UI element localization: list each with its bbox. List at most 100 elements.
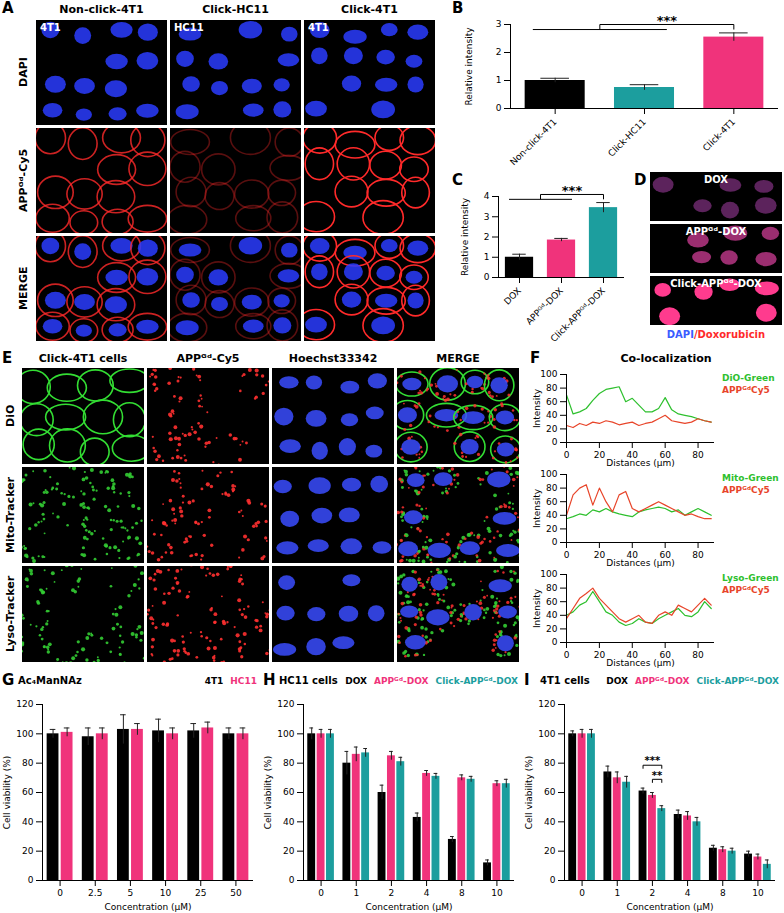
svg-text:100: 100 <box>540 569 557 579</box>
svg-text:5: 5 <box>128 888 134 898</box>
svg-text:100: 100 <box>540 369 557 379</box>
svg-text:40: 40 <box>546 610 558 620</box>
svg-text:0: 0 <box>564 450 570 460</box>
svg-text:80: 80 <box>283 758 295 768</box>
svg-text:25: 25 <box>195 888 206 898</box>
svg-text:0: 0 <box>57 888 63 898</box>
html-text:G Ac₄ManNAz: G Ac₄ManNAz <box>2 671 82 689</box>
svg-text:0: 0 <box>550 875 556 885</box>
svg-text:Relative intensity: Relative intensity <box>460 197 470 276</box>
svg-text:10: 10 <box>160 888 172 898</box>
svg-text:40: 40 <box>544 817 556 827</box>
svg-text:Click-HC11: Click-HC11 <box>606 117 648 159</box>
svg-text:100: 100 <box>16 729 33 739</box>
svg-text:20: 20 <box>546 524 558 534</box>
svg-text:4: 4 <box>424 888 430 898</box>
svg-text:40: 40 <box>546 410 558 420</box>
svg-text:20: 20 <box>546 624 558 634</box>
svg-text:4: 4 <box>685 888 691 898</box>
svg-text:***: *** <box>657 13 678 28</box>
svg-text:0: 0 <box>28 875 34 885</box>
svg-text:1: 1 <box>353 888 359 898</box>
svg-text:40: 40 <box>283 817 295 827</box>
svg-text:0: 0 <box>564 550 570 560</box>
svg-text:1: 1 <box>484 252 490 262</box>
svg-text:20: 20 <box>594 450 606 460</box>
svg-text:80: 80 <box>692 550 704 560</box>
svg-text:10: 10 <box>491 888 503 898</box>
svg-text:80: 80 <box>22 758 34 768</box>
svg-text:Click-4T1: Click-4T1 <box>701 117 738 154</box>
svg-text:60: 60 <box>546 597 558 607</box>
svg-text:20: 20 <box>594 550 606 560</box>
svg-text:Cell viability (%): Cell viability (%) <box>263 756 273 830</box>
svg-text:2: 2 <box>650 888 656 898</box>
svg-text:Intensity: Intensity <box>532 488 542 528</box>
svg-text:2: 2 <box>496 47 502 57</box>
svg-text:100: 100 <box>538 729 555 739</box>
svg-text:100: 100 <box>540 469 557 479</box>
svg-text:2.5: 2.5 <box>88 888 102 898</box>
svg-text:3: 3 <box>496 19 502 29</box>
svg-text:Intensity: Intensity <box>532 388 542 428</box>
svg-text:120: 120 <box>277 699 294 709</box>
svg-text:80: 80 <box>546 583 558 593</box>
svg-text:Cell viability (%): Cell viability (%) <box>2 756 12 830</box>
svg-text:100: 100 <box>277 729 294 739</box>
svg-text:80: 80 <box>692 650 704 660</box>
svg-text:40: 40 <box>546 510 558 520</box>
svg-text:8: 8 <box>459 888 465 898</box>
svg-text:60: 60 <box>546 397 558 407</box>
svg-text:Cell viability (%): Cell viability (%) <box>524 756 534 830</box>
svg-text:Distances (μm): Distances (μm) <box>606 558 674 568</box>
svg-text:8: 8 <box>720 888 726 898</box>
svg-text:3: 3 <box>484 212 490 222</box>
svg-text:20: 20 <box>544 846 556 856</box>
svg-text:80: 80 <box>544 758 556 768</box>
svg-text:20: 20 <box>283 846 295 856</box>
svg-text:Concentration (μM): Concentration (μM) <box>365 902 452 912</box>
svg-text:Concentration (μM): Concentration (μM) <box>626 902 713 912</box>
svg-text:0: 0 <box>564 650 570 660</box>
svg-text:0: 0 <box>484 272 490 282</box>
svg-text:60: 60 <box>546 497 558 507</box>
svg-text:50: 50 <box>230 888 242 898</box>
svg-text:Distances (μm): Distances (μm) <box>606 458 674 468</box>
svg-text:120: 120 <box>538 699 555 709</box>
svg-text:10: 10 <box>752 888 764 898</box>
svg-text:Intensity: Intensity <box>532 588 542 628</box>
svg-text:80: 80 <box>692 450 704 460</box>
svg-text:0: 0 <box>579 888 585 898</box>
svg-text:0: 0 <box>552 637 558 647</box>
svg-text:4: 4 <box>484 191 490 201</box>
svg-text:1: 1 <box>496 75 502 85</box>
svg-text:Concentration (μM): Concentration (μM) <box>104 902 191 912</box>
svg-text:0: 0 <box>289 875 295 885</box>
svg-text:Non-click-4T1: Non-click-4T1 <box>508 117 559 168</box>
svg-text:Distances (μm): Distances (μm) <box>606 658 674 668</box>
svg-text:0: 0 <box>318 888 324 898</box>
svg-text:80: 80 <box>546 383 558 393</box>
svg-text:20: 20 <box>546 424 558 434</box>
svg-text:0: 0 <box>552 437 558 447</box>
svg-text:60: 60 <box>283 787 295 797</box>
svg-text:***: *** <box>562 183 583 198</box>
svg-text:0: 0 <box>496 103 502 113</box>
svg-text:**: ** <box>652 770 663 781</box>
svg-text:DOX: DOX <box>502 286 523 307</box>
svg-text:0: 0 <box>552 537 558 547</box>
svg-text:Click-APPᴳᵈ-DOX: Click-APPᴳᵈ-DOX <box>549 286 607 344</box>
svg-text:20: 20 <box>22 846 34 856</box>
svg-text:40: 40 <box>22 817 34 827</box>
svg-text:2: 2 <box>389 888 395 898</box>
svg-text:Relative intensity: Relative intensity <box>464 27 474 106</box>
svg-text:2: 2 <box>484 232 490 242</box>
svg-text:60: 60 <box>544 787 556 797</box>
svg-text:20: 20 <box>594 650 606 660</box>
svg-text:80: 80 <box>546 483 558 493</box>
svg-text:60: 60 <box>22 787 34 797</box>
svg-text:1: 1 <box>614 888 620 898</box>
svg-text:***: *** <box>645 755 661 766</box>
svg-text:APPᴳᵈ-DOX: APPᴳᵈ-DOX <box>524 286 565 327</box>
svg-text:120: 120 <box>16 699 33 709</box>
